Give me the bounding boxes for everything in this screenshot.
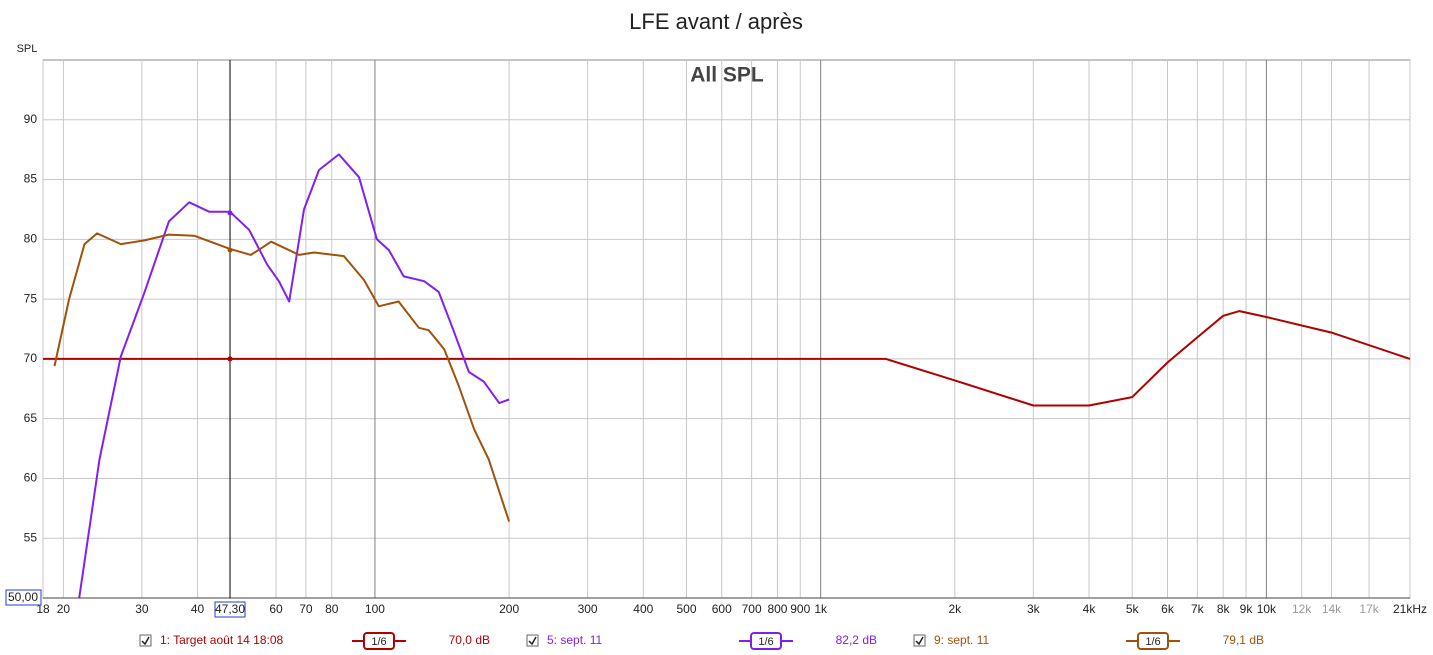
x-tick-label: 4k xyxy=(1083,602,1097,616)
series-line xyxy=(53,232,511,522)
cursor-x-box xyxy=(214,601,246,618)
cursor-point xyxy=(227,356,233,362)
x-tick-label: 70 xyxy=(299,602,313,616)
x-tick-label: 700 xyxy=(742,602,762,616)
y-axis-label: SPL xyxy=(17,43,38,55)
y-tick-label: 85 xyxy=(24,172,38,186)
x-tick-label: 400 xyxy=(633,602,653,616)
smoothing-label: 1/6 xyxy=(758,636,773,648)
x-tick-label: 500 xyxy=(676,602,696,616)
legend-checkbox[interactable] xyxy=(139,634,152,647)
y-tick-label: 75 xyxy=(24,291,38,305)
smoothing-box[interactable] xyxy=(363,632,395,650)
legend-value: 82,2 dB xyxy=(836,633,877,647)
smoothing-label: 1/6 xyxy=(371,636,386,648)
x-tick-label: 18 xyxy=(36,602,50,616)
x-tick-label: 80 xyxy=(325,602,339,616)
legend-check xyxy=(141,636,150,646)
smoothing-box[interactable] xyxy=(1137,632,1169,650)
y-tick-label: 55 xyxy=(24,530,38,544)
legend-checkbox[interactable] xyxy=(913,634,926,647)
x-tick-label: 300 xyxy=(578,602,598,616)
x-tick-label: 2k xyxy=(948,602,962,616)
x-tick-label: 60 xyxy=(269,602,283,616)
x-tick-label: 5k xyxy=(1126,602,1140,616)
x-tick-label: 17k xyxy=(1359,602,1379,616)
y-tick-label: 60 xyxy=(24,471,38,485)
x-tick-label: 8k xyxy=(1217,602,1231,616)
y-tick-label: 80 xyxy=(24,232,38,246)
chart-title: LFE avant / après xyxy=(629,9,803,34)
x-tick-label: 14k xyxy=(1322,602,1342,616)
legend-check xyxy=(528,636,537,646)
legend-value: 70,0 dB xyxy=(449,633,490,647)
cursor-y-box xyxy=(5,589,42,606)
subtitle: All SPL xyxy=(690,64,764,87)
x-tick-label: 200 xyxy=(499,602,519,616)
x-tick-label: 9k xyxy=(1240,602,1254,616)
legend-label: 9: sept. 11 xyxy=(934,633,989,647)
y-tick-label: 90 xyxy=(24,112,38,126)
x-tick-label: 10k xyxy=(1257,602,1277,616)
smoothing-label: 1/6 xyxy=(1145,636,1160,648)
x-tick-label: 7k xyxy=(1191,602,1205,616)
x-tick-label: 3k xyxy=(1027,602,1041,616)
plot-area xyxy=(42,59,1411,599)
legend-check xyxy=(915,636,924,646)
cursor-y-label: 50,00 xyxy=(8,590,38,604)
x-tick-label: 100 xyxy=(365,602,385,616)
x-tick-label: 600 xyxy=(712,602,732,616)
series-line xyxy=(78,153,510,599)
cursor-point xyxy=(227,247,233,253)
legend-value: 79,1 dB xyxy=(1223,633,1264,647)
legend-checkbox[interactable] xyxy=(526,634,539,647)
y-tick-label: 65 xyxy=(24,411,38,425)
y-tick-label: 70 xyxy=(24,351,38,365)
x-tick-label: 800 xyxy=(767,602,787,616)
x-tick-label: 6k xyxy=(1161,602,1175,616)
series-line xyxy=(43,310,1411,407)
cursor-x-label: 47,30 xyxy=(215,602,245,616)
smoothing-box[interactable] xyxy=(750,632,782,650)
legend-label: 1: Target août 14 18:08 xyxy=(160,633,284,647)
x-tick-label: 12k xyxy=(1292,602,1312,616)
legend-label: 5: sept. 11 xyxy=(547,633,602,647)
x-tick-label: 20 xyxy=(57,602,71,616)
x-tick-label: 1k xyxy=(814,602,828,616)
x-tick-label: 40 xyxy=(191,602,205,616)
x-tick-label: 900 xyxy=(790,602,810,616)
cursor-point xyxy=(227,210,233,216)
x-tick-label: 21kHz xyxy=(1393,602,1427,616)
x-tick-label: 30 xyxy=(135,602,149,616)
